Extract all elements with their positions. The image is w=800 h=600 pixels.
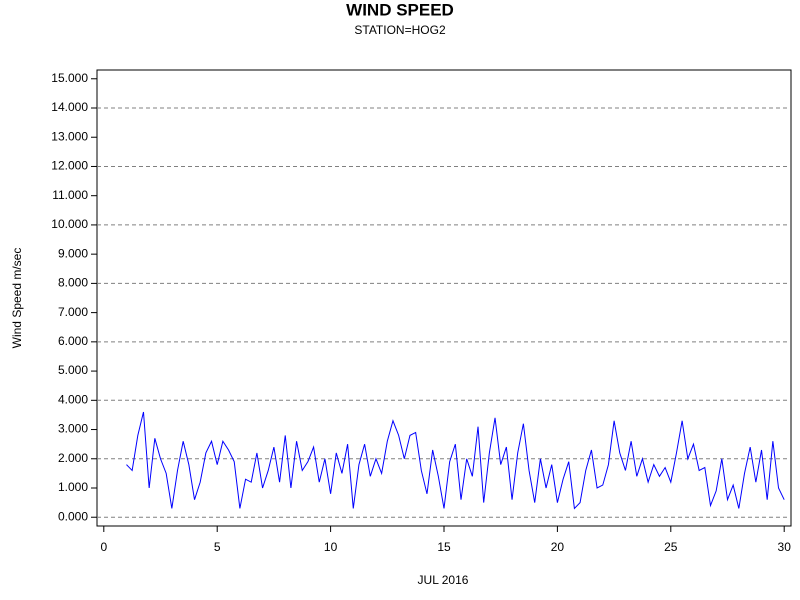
plot-frame <box>96 69 792 527</box>
y-tick-label: 14.000 <box>51 100 88 114</box>
y-tick-label: 0.000 <box>58 509 88 523</box>
y-tick-label: 2.000 <box>58 451 88 465</box>
y-tick-label: 12.000 <box>51 159 88 173</box>
chart-subtitle: STATION=HOG2 <box>354 23 446 37</box>
x-tick-label: 25 <box>664 540 678 554</box>
x-axis-label: JUL 2016 <box>418 573 469 587</box>
y-tick-label: 4.000 <box>58 392 88 406</box>
y-tick-label: 10.000 <box>51 217 88 231</box>
y-tick-label: 7.000 <box>58 305 88 319</box>
chart-title: WIND SPEED <box>346 0 454 19</box>
y-tick-label: 11.000 <box>52 188 88 202</box>
x-tick-label: 30 <box>778 540 792 554</box>
x-tick-label: 0 <box>100 540 107 554</box>
y-tick-label: 3.000 <box>58 422 88 436</box>
x-tick-label: 15 <box>437 540 451 554</box>
y-tick-label: 5.000 <box>58 363 88 377</box>
y-axis-label: Wind Speed m/sec <box>10 248 24 349</box>
y-tick-label: 13.000 <box>51 129 88 143</box>
x-tick-label: 10 <box>324 540 338 554</box>
y-tick-label: 9.000 <box>58 246 88 260</box>
y-tick-label: 15.000 <box>51 71 88 85</box>
y-tick-label: 6.000 <box>58 334 88 348</box>
y-tick-label: 1.000 <box>58 480 88 494</box>
x-tick-label: 20 <box>551 540 565 554</box>
y-tick-label: 8.000 <box>58 276 88 290</box>
data-line <box>126 411 785 510</box>
x-tick-label: 5 <box>214 540 221 554</box>
